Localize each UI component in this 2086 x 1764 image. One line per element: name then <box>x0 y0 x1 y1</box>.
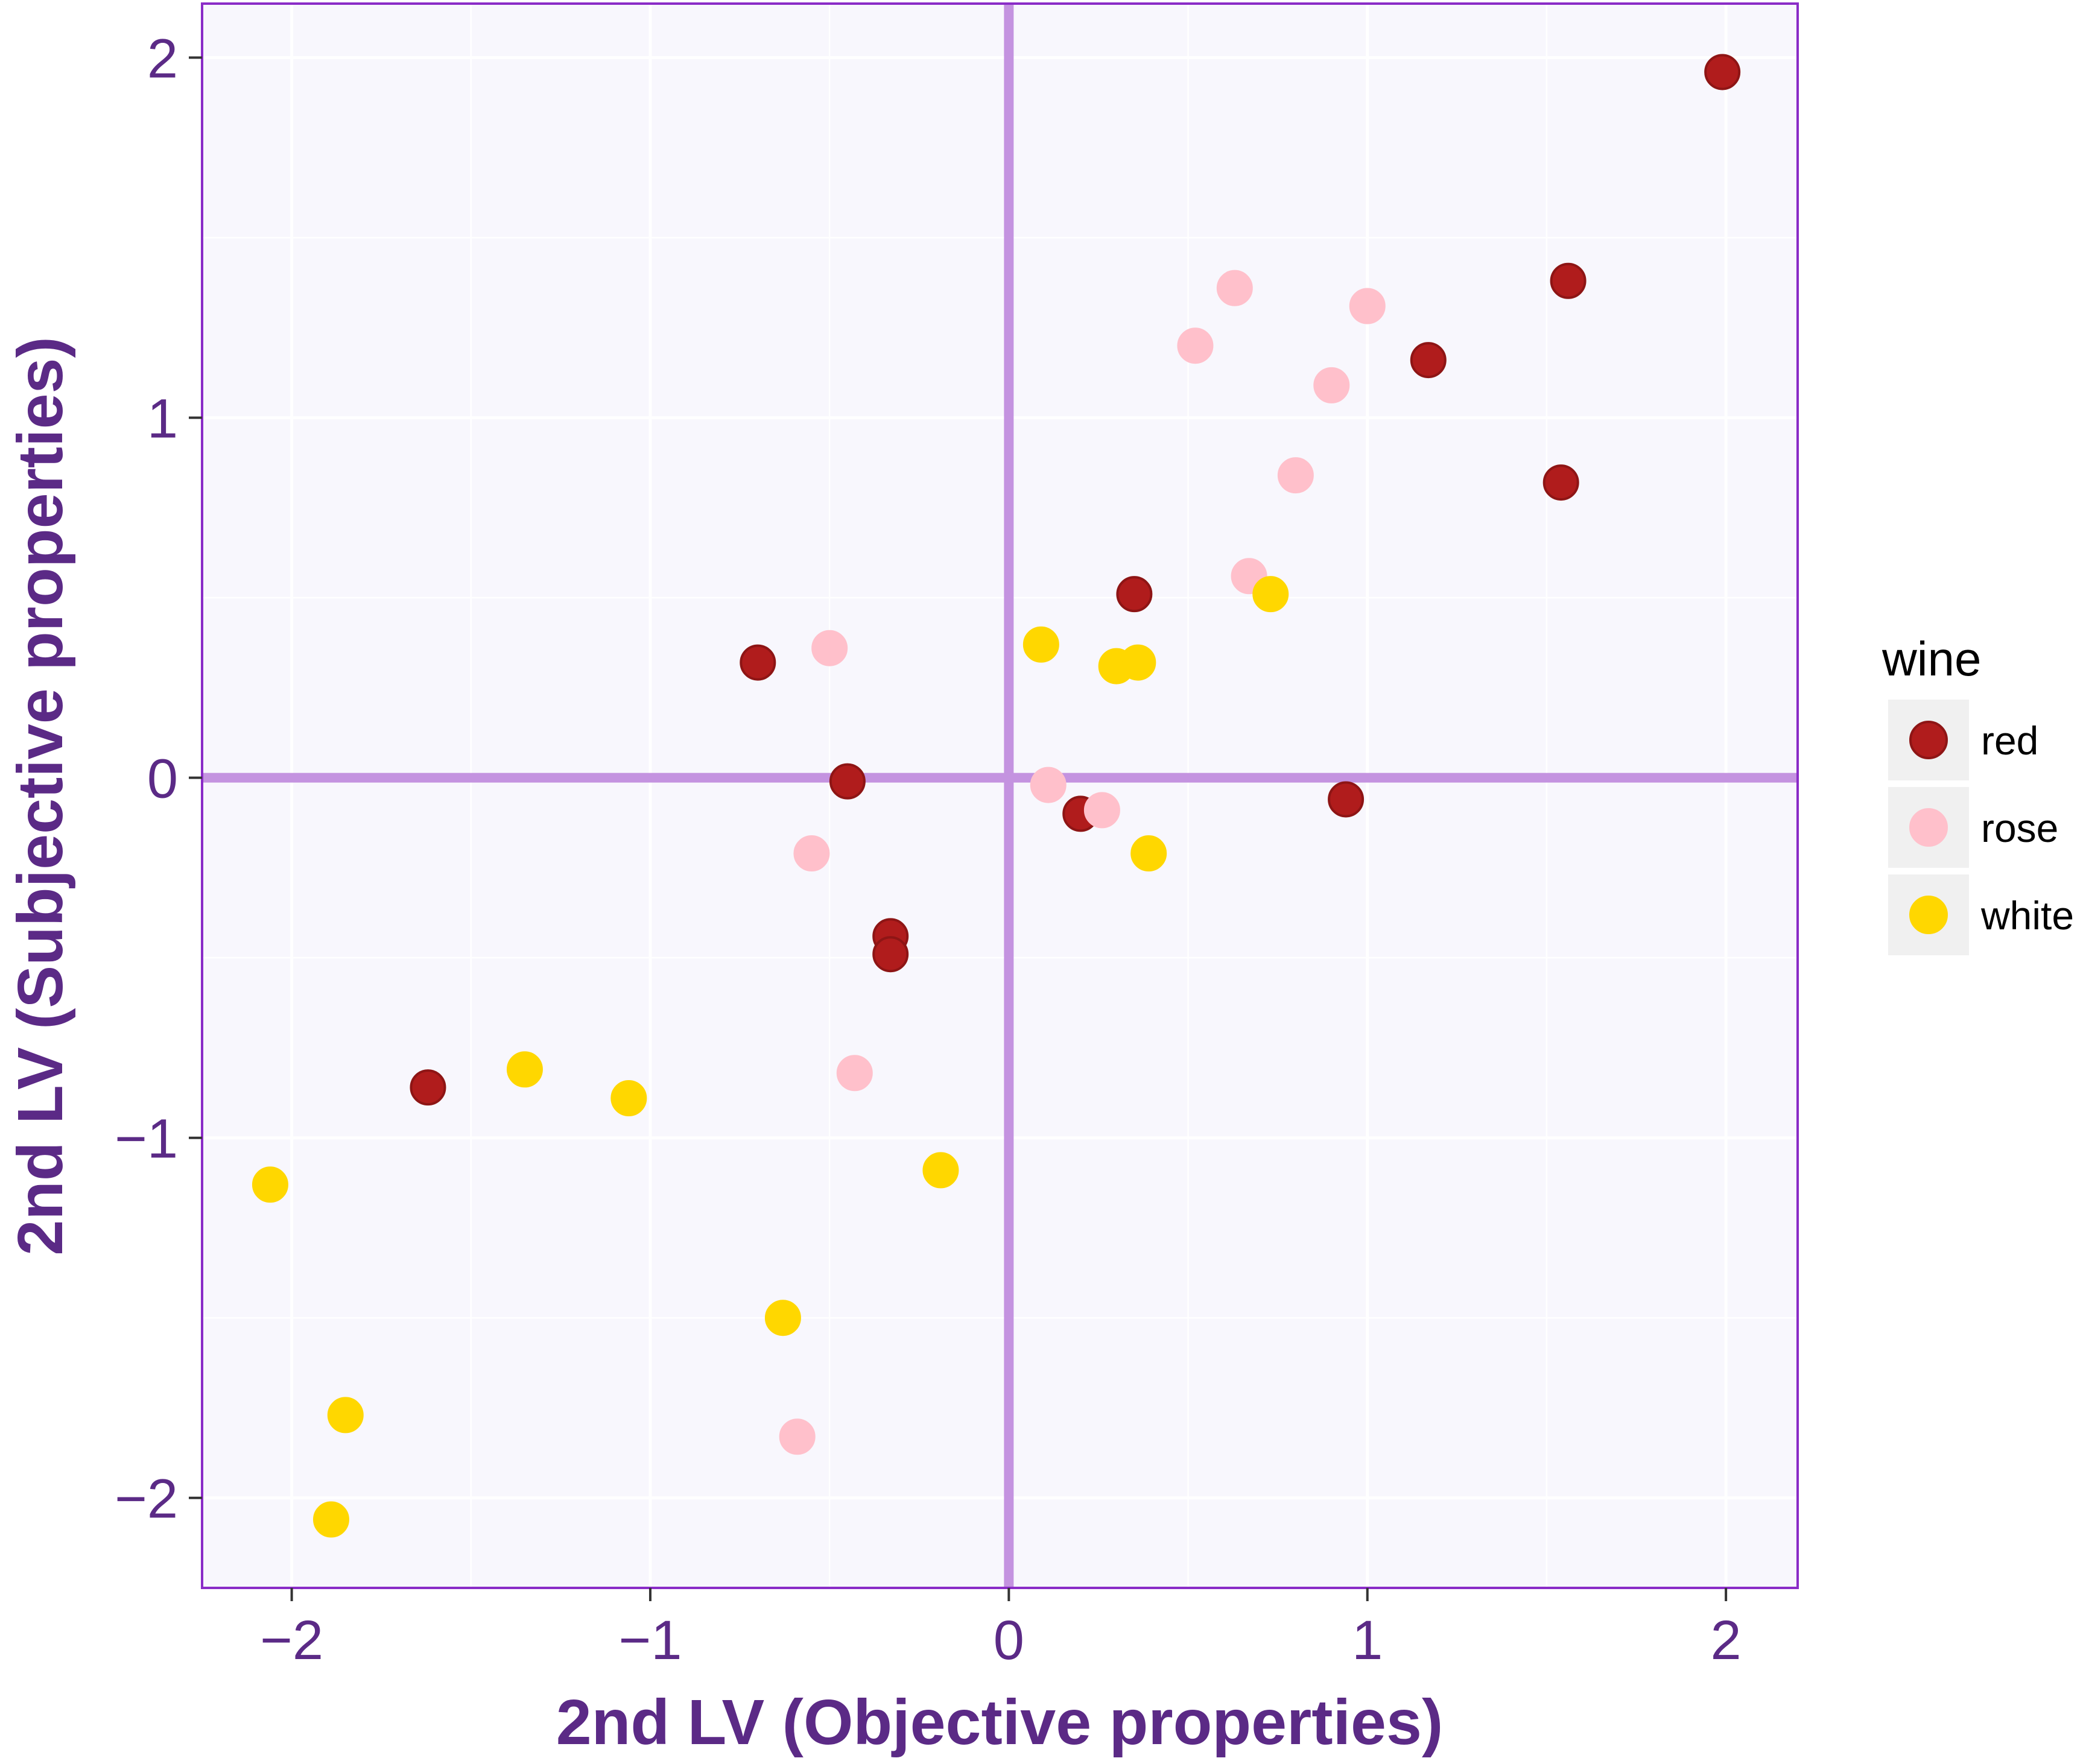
legend-swatch-rose <box>1909 808 1948 847</box>
legend-label-rose: rose <box>1981 806 2058 850</box>
panel-border <box>201 2 1799 1589</box>
point-red <box>1328 781 1365 818</box>
point-red <box>410 1069 446 1106</box>
y-tick-label: −2 <box>115 1468 178 1530</box>
point-rose <box>1349 288 1386 324</box>
series-red <box>410 54 1741 1106</box>
x-tick-label: −2 <box>260 1610 323 1671</box>
y-tick-label: 2 <box>147 28 178 90</box>
legend-swatch-red <box>1909 721 1948 759</box>
point-red <box>872 936 909 973</box>
point-white <box>1120 644 1156 681</box>
y-tick-label: 1 <box>147 388 178 450</box>
point-rose <box>811 630 848 666</box>
point-red <box>1116 576 1153 613</box>
x-axis-title: 2nd LV (Objective properties) <box>556 1687 1444 1758</box>
point-red <box>1542 464 1579 501</box>
point-white <box>610 1080 647 1117</box>
point-white <box>1130 835 1167 872</box>
y-tick-label: 0 <box>147 748 178 810</box>
point-white <box>922 1152 959 1189</box>
point-white <box>1022 626 1059 663</box>
x-tick-label: 2 <box>1711 1610 1742 1671</box>
legend-label-white: white <box>1980 893 2074 938</box>
legend-swatch-white <box>1909 896 1948 934</box>
series-white <box>252 576 1289 1538</box>
x-tick-label: 1 <box>1352 1610 1383 1671</box>
data-points <box>252 54 1741 1538</box>
point-rose <box>1313 367 1350 403</box>
point-red <box>740 644 776 681</box>
point-rose <box>779 1418 816 1455</box>
x-tick-label: −1 <box>619 1610 682 1671</box>
legend-label-red: red <box>1981 718 2038 763</box>
point-white <box>252 1166 288 1203</box>
point-rose <box>1177 327 1214 364</box>
reference-lines <box>202 4 1798 1588</box>
point-red <box>829 763 866 800</box>
point-white <box>1252 576 1289 613</box>
point-red <box>1704 54 1741 90</box>
point-red <box>1410 342 1447 379</box>
point-rose <box>1030 767 1067 803</box>
point-white <box>327 1397 364 1434</box>
point-rose <box>1083 792 1120 829</box>
point-white <box>506 1051 543 1088</box>
x-tick-label: 0 <box>994 1610 1024 1671</box>
point-rose <box>1277 457 1314 494</box>
legend-title: wine <box>1882 632 1982 686</box>
y-tick-label: −1 <box>115 1108 178 1170</box>
point-white <box>764 1300 801 1336</box>
point-rose <box>793 835 830 872</box>
point-red <box>1550 262 1587 299</box>
point-white <box>312 1501 349 1538</box>
point-rose <box>1216 270 1253 306</box>
point-rose <box>836 1055 873 1092</box>
legend: wine red rose white <box>1882 632 2074 955</box>
plot-panel <box>202 4 1798 1588</box>
axes: −2 −1 0 1 2 −2 −1 0 1 2 <box>115 28 1742 1671</box>
y-axis-title: 2nd LV (Subjective properties) <box>5 337 76 1256</box>
